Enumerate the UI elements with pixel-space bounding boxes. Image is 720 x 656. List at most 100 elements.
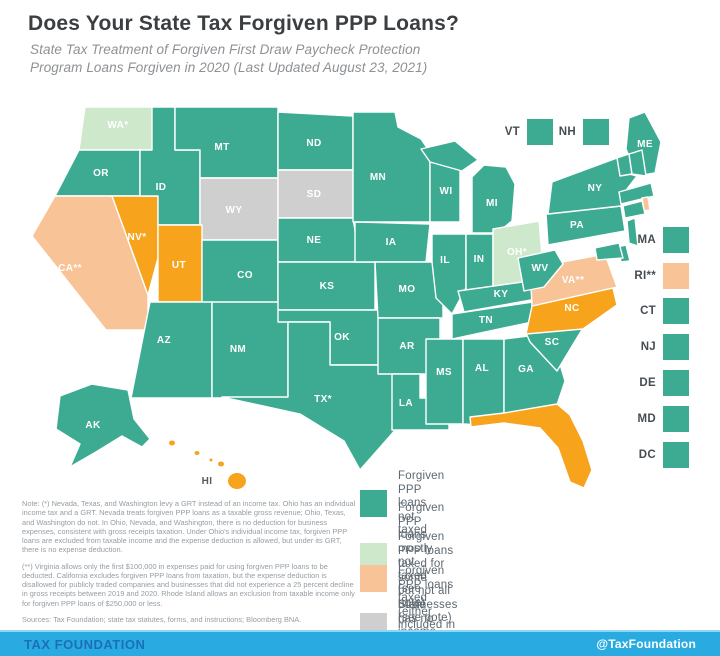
state-label-mt: MT [214, 142, 229, 153]
state-label-or: OR [93, 168, 109, 179]
state-shape-nm [211, 301, 289, 399]
legend-label-mostly_not_taxed: Forgiven PPP loans mostly not taxed (see… [398, 502, 445, 609]
state-label-mo: MO [399, 284, 416, 295]
callout-label-ct: CT [640, 305, 656, 317]
state-label-co: CO [237, 270, 253, 281]
callout-ma: MA [599, 227, 689, 253]
page-subtitle-line1: State Tax Treatment of Forgiven First Dr… [30, 42, 421, 57]
state-label-nc: NC [564, 303, 579, 314]
callout-label-nh: NH [558, 126, 576, 138]
state-shape-al [462, 338, 505, 426]
state-label-oh: OH* [507, 247, 527, 258]
callout-ri: RI** [599, 263, 689, 289]
state-shape-mn [352, 111, 431, 223]
state-shape-hi-island [194, 451, 200, 455]
callout-nh: NH [519, 119, 609, 145]
state-label-wi: WI [439, 186, 452, 197]
state-label-tn: TN [479, 315, 493, 326]
callout-box-nh [583, 119, 609, 145]
state-label-mi: MI [486, 198, 498, 209]
callout-box-ct [663, 298, 689, 324]
state-shape-hi-island [169, 440, 175, 446]
callout-vt: VT [463, 119, 553, 145]
state-label-wv: WV [532, 263, 549, 274]
legend-label-not_taxed: Forgiven PPP loans not taxed [398, 470, 445, 536]
state-label-id: ID [156, 182, 167, 193]
state-shape-hi-island [218, 461, 224, 467]
state-shape-ct [622, 200, 646, 219]
callout-de: DE [599, 370, 689, 396]
callout-box-ma [663, 227, 689, 253]
callout-label-ri: RI** [634, 270, 656, 282]
callout-label-de: DE [639, 377, 656, 389]
callout-box-md [663, 406, 689, 432]
state-shape-hi-island [209, 458, 213, 462]
state-label-tx: TX* [314, 394, 332, 405]
callout-nj: NJ [599, 334, 689, 360]
state-label-ca: CA** [58, 263, 82, 274]
callout-box-dc [663, 442, 689, 468]
state-label-ga: GA [518, 364, 534, 375]
callout-box-ri [663, 263, 689, 289]
state-shape-hi-island [228, 473, 246, 489]
footnotes: Note: (*) Nevada, Texas, and Washington … [22, 499, 358, 631]
state-shape-mo [374, 261, 444, 319]
state-label-ia: IA [386, 237, 397, 248]
state-label-ar: AR [399, 341, 415, 352]
state-label-sd: SD [307, 189, 322, 200]
callout-label-dc: DC [638, 449, 656, 461]
legend-swatch-not_taxed [360, 490, 387, 518]
state-shape-nj [626, 217, 639, 247]
state-label-ne: NE [307, 235, 322, 246]
page-title: Does Your State Tax Forgiven PPP Loans? [28, 12, 460, 35]
state-label-ms: MS [436, 367, 452, 378]
state-label-ny: NY [588, 183, 603, 194]
callout-box-de [663, 370, 689, 396]
legend-item-not_taxed: Forgiven PPP loans not taxed [360, 470, 444, 538]
state-shape-wv [517, 249, 564, 292]
state-label-az: AZ [157, 335, 171, 346]
sources-line: Sources: Tax Foundation; state tax statu… [22, 614, 302, 624]
state-label-sc: SC [545, 337, 560, 348]
state-label-la: LA [399, 398, 413, 409]
state-label-va: VA** [562, 275, 585, 286]
state-label-wy: WY [226, 205, 243, 216]
state-label-ky: KY [494, 289, 509, 300]
state-label-ak: AK [85, 420, 101, 431]
footer-bar: TAX FOUNDATION @TaxFoundation [0, 630, 720, 656]
callout-box-vt [527, 119, 553, 145]
state-label-nm: NM [230, 344, 246, 355]
callout-dc: DC [599, 442, 689, 468]
state-shape-tx [221, 321, 398, 471]
state-label-ks: KS [320, 281, 335, 292]
state-label-me: ME [637, 139, 653, 150]
callout-label-md: MD [637, 413, 656, 425]
state-label-in: IN [474, 254, 485, 265]
page-subtitle-line2: Program Loans Forgiven in 2020 (Last Upd… [30, 60, 428, 75]
state-shape-nh [628, 149, 647, 177]
callout-label-nj: NJ [640, 341, 656, 353]
state-label-ok: OK [334, 332, 350, 343]
state-shape-ms [425, 338, 464, 425]
state-shape-mi [471, 164, 516, 234]
state-label-pa: PA [570, 220, 584, 231]
callout-label-ma: MA [637, 234, 656, 246]
note-double-asterisk: (**) Virginia allows only the first $100… [22, 561, 355, 608]
footer-brand: TAX FOUNDATION [24, 636, 146, 652]
state-shape-fl [469, 403, 593, 489]
legend-item-taxed_some: Forgiven PPP loans taxed for some but not… [360, 531, 458, 626]
callout-box-nj [663, 334, 689, 360]
state-label-nv: NV* [128, 232, 147, 243]
state-shape-mi [420, 140, 479, 172]
callout-label-vt: VT [504, 126, 520, 138]
state-label-ut: UT [172, 260, 186, 271]
note-asterisk: Note: (*) Nevada, Texas, and Washington … [22, 499, 356, 555]
legend-swatch-taxed_some [360, 564, 387, 592]
state-shape-ak [55, 383, 151, 468]
state-shape-ma [618, 182, 655, 205]
callout-md: MD [599, 406, 689, 432]
state-label-il: IL [440, 255, 450, 266]
state-label-nd: ND [306, 138, 321, 149]
